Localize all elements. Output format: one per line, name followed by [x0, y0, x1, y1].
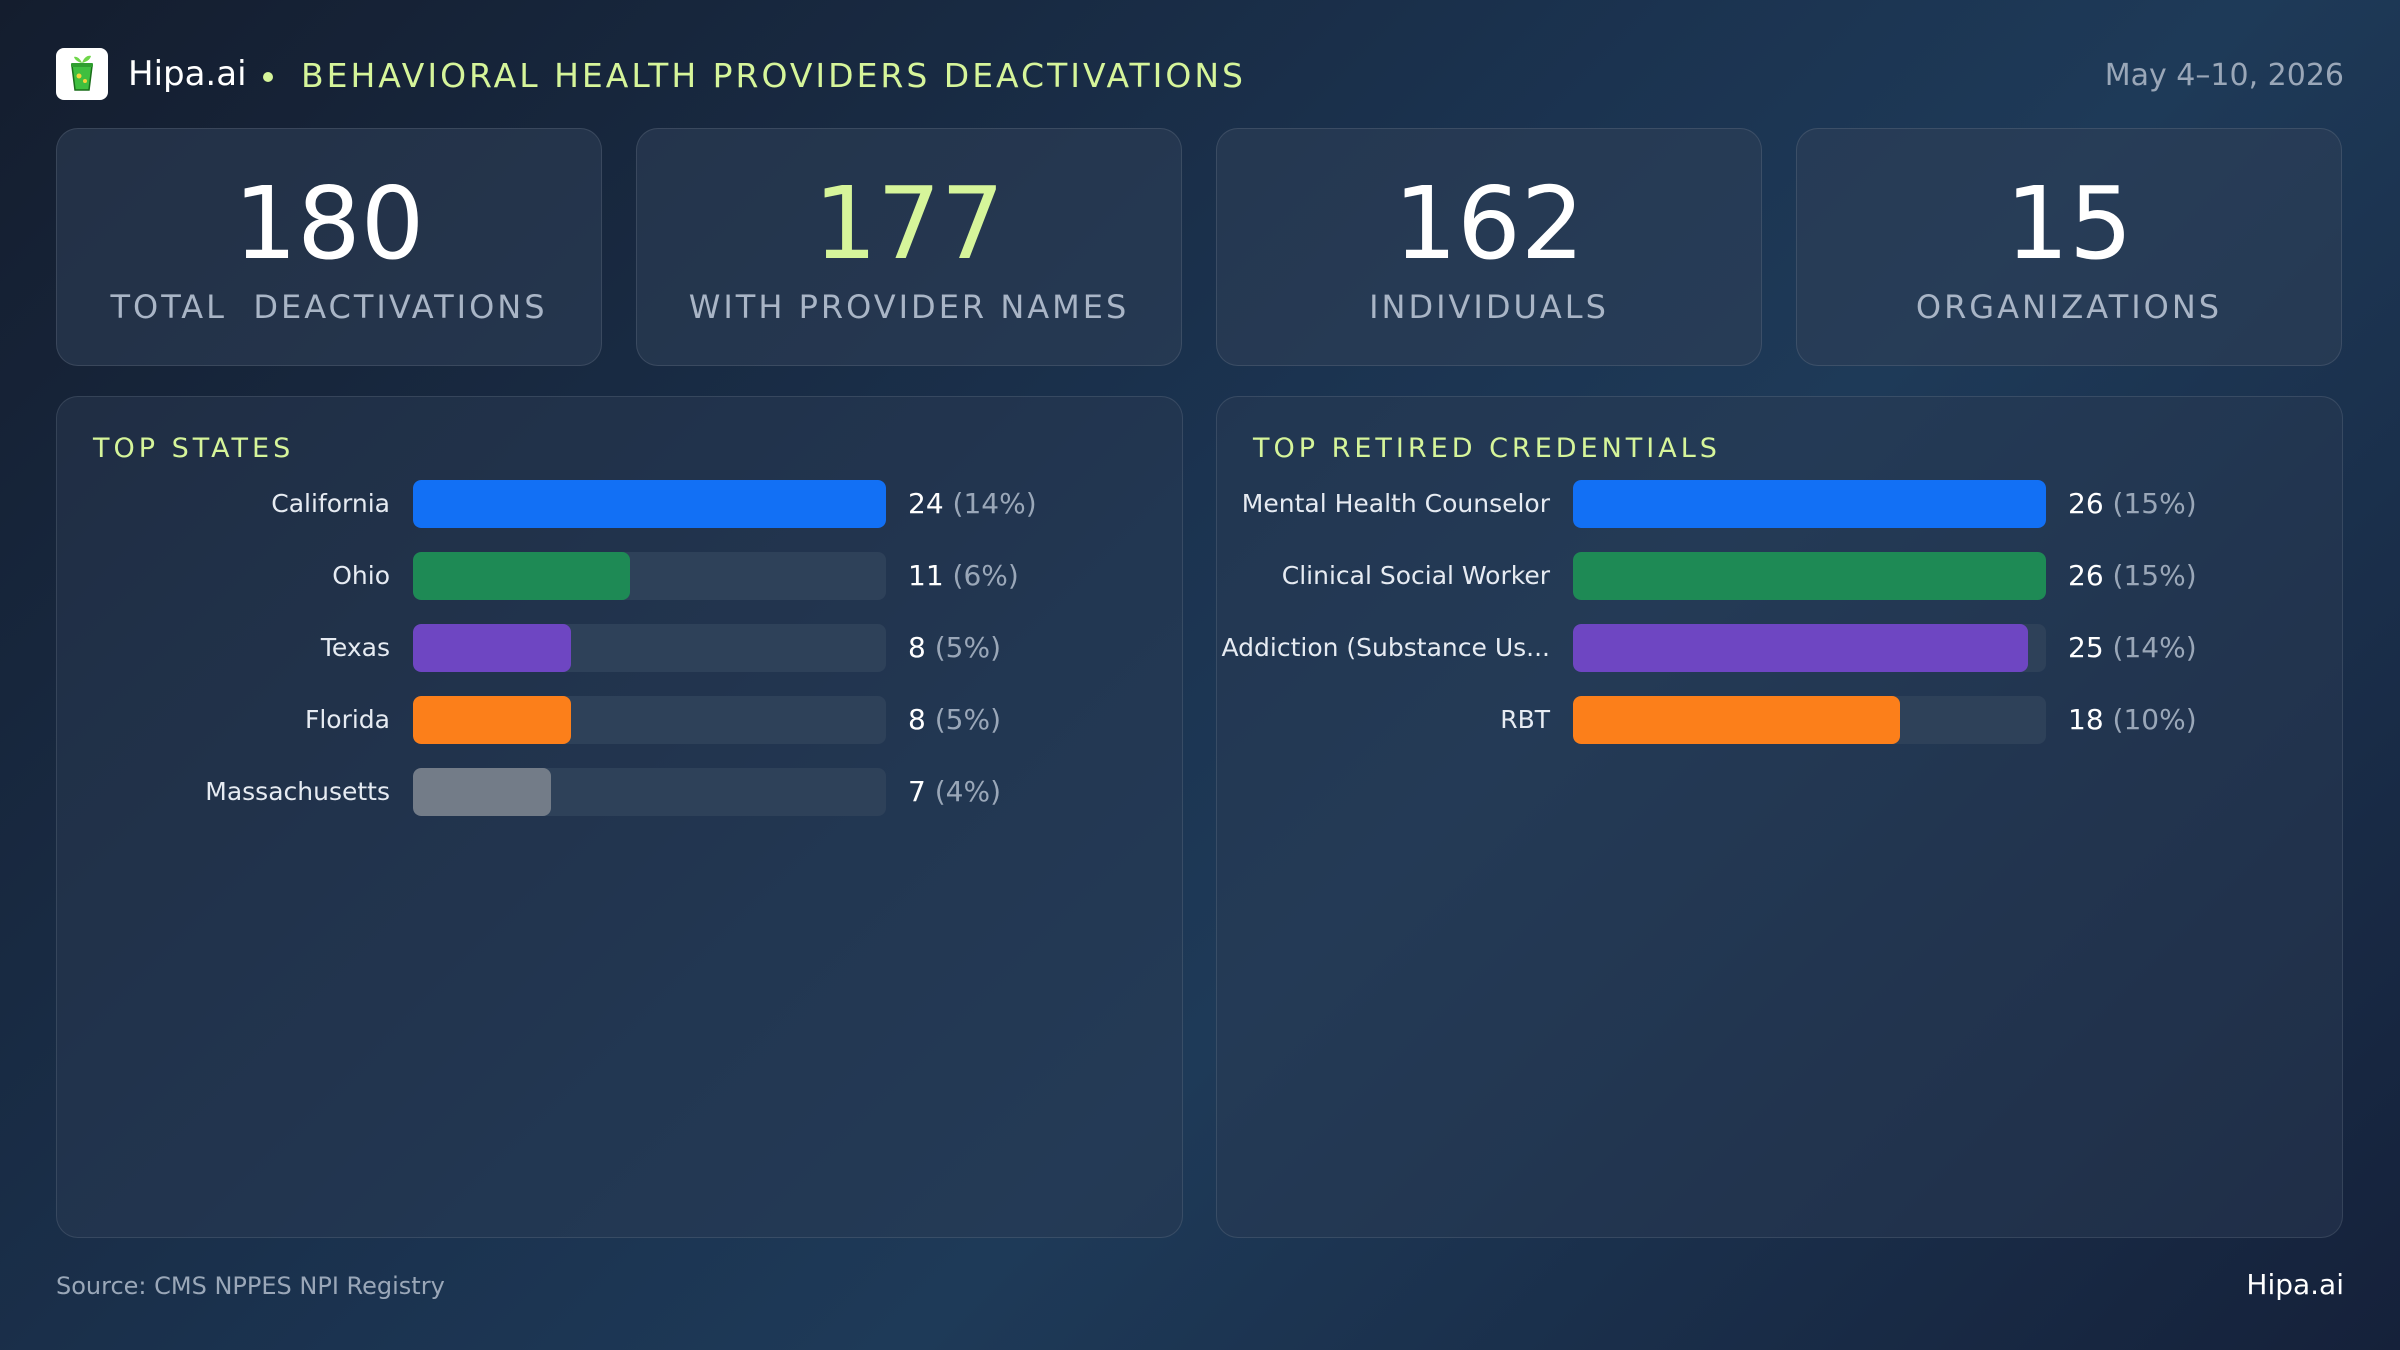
bar-category-label: California [271, 489, 390, 518]
bar-value-label: 24 (14%) [908, 480, 1037, 528]
top-states-panel: TOP STATES California 24 (14%) Ohio 11 (6%)… [56, 396, 1183, 1238]
bar-row: Addiction (Substance Us... 25 (14%) [1217, 624, 2342, 672]
bar [1573, 552, 2046, 600]
bar-percent: (14%) [952, 487, 1037, 520]
bar-value-label: 11 (6%) [908, 552, 1019, 600]
bar-count: 18 [2068, 703, 2104, 736]
bar [1573, 696, 1900, 744]
stat-label: WITH PROVIDER NAMES [688, 288, 1130, 326]
bar-row: RBT 18 (10%) [1217, 696, 2342, 744]
source-note: Source: CMS NPPES NPI Registry [56, 1272, 445, 1300]
bar-count: 11 [908, 559, 944, 592]
stat-value: 177 [813, 165, 1005, 282]
page-title: BEHAVIORAL HEALTH PROVIDERS DEACTIVATION… [301, 56, 1246, 95]
footer-brand: Hipa.ai [2246, 1268, 2344, 1301]
panel-title: TOP STATES [93, 433, 295, 464]
bar-category-label: Addiction (Substance Us... [1221, 633, 1551, 662]
bar-percent: (4%) [934, 775, 1002, 808]
date-range: May 4–10, 2026 [2104, 58, 2344, 93]
bar [413, 768, 551, 816]
bar [413, 696, 571, 744]
bar-category-label: Clinical Social Worker [1281, 561, 1550, 590]
bar-track [1573, 624, 2046, 672]
bar-count: 8 [908, 631, 926, 664]
bar-value-label: 8 (5%) [908, 696, 1001, 744]
bar-count: 24 [908, 487, 944, 520]
bar-track [413, 624, 886, 672]
bar-row: Mental Health Counselor 26 (15%) [1217, 480, 2342, 528]
bar [1573, 480, 2046, 528]
bar-row: Clinical Social Worker 26 (15%) [1217, 552, 2342, 600]
bar-category-label: Ohio [332, 561, 390, 590]
bar-row: Texas 8 (5%) [57, 624, 1182, 672]
bar-value-label: 25 (14%) [2068, 624, 2197, 672]
bar-count: 8 [908, 703, 926, 736]
bar [413, 480, 886, 528]
bar-track [413, 696, 886, 744]
bar-percent: (14%) [2112, 631, 2197, 664]
bar-row: California 24 (14%) [57, 480, 1182, 528]
stat-value: 15 [2005, 165, 2133, 282]
stat-card-organizations: 15 ORGANIZATIONS [1796, 128, 2342, 366]
stat-value: 162 [1393, 165, 1585, 282]
bar-category-label: Mental Health Counselor [1241, 489, 1550, 518]
cup-plant-icon [56, 48, 108, 100]
stat-card-total: 180 TOTAL DEACTIVATIONS [56, 128, 602, 366]
bar-category-label: RBT [1500, 705, 1550, 734]
bar-count: 26 [2068, 559, 2104, 592]
stat-label: ORGANIZATIONS [1915, 288, 2223, 326]
bar-track [1573, 480, 2046, 528]
separator-dot [263, 72, 273, 82]
stat-label: INDIVIDUALS [1369, 288, 1609, 326]
bar [413, 624, 571, 672]
bar [1573, 624, 2028, 672]
bar-category-label: Texas [320, 633, 390, 662]
stat-label: TOTAL DEACTIVATIONS [110, 288, 548, 326]
bar-row: Massachusetts 7 (4%) [57, 768, 1182, 816]
bar-value-label: 26 (15%) [2068, 552, 2197, 600]
bar-track [413, 768, 886, 816]
bar-value-label: 26 (15%) [2068, 480, 2197, 528]
top-credentials-panel: TOP RETIRED CREDENTIALS Mental Health Co… [1216, 396, 2343, 1238]
stat-value: 180 [233, 165, 425, 282]
bar-count: 25 [2068, 631, 2104, 664]
bar-percent: (15%) [2112, 487, 2197, 520]
bar-category-label: Florida [304, 705, 390, 734]
bar-value-label: 18 (10%) [2068, 696, 2197, 744]
stat-card-with-names: 177 WITH PROVIDER NAMES [636, 128, 1182, 366]
brand-name: Hipa.ai [128, 54, 247, 94]
bar-row: Florida 8 (5%) [57, 696, 1182, 744]
bar-percent: (6%) [952, 559, 1019, 592]
bar-track [1573, 696, 2046, 744]
bar-percent: (5%) [934, 703, 1002, 736]
bar-category-label: Massachusetts [205, 777, 390, 806]
header: Hipa.ai BEHAVIORAL HEALTH PROVIDERS DEAC… [56, 48, 2344, 102]
bar-value-label: 7 (4%) [908, 768, 1001, 816]
bar-count: 7 [908, 775, 926, 808]
bar [413, 552, 630, 600]
stat-card-individuals: 162 INDIVIDUALS [1216, 128, 1762, 366]
bar-count: 26 [2068, 487, 2104, 520]
bar-track [413, 552, 886, 600]
panel-title: TOP RETIRED CREDENTIALS [1253, 433, 1721, 464]
bar-percent: (10%) [2112, 703, 2197, 736]
bar-track [1573, 552, 2046, 600]
bar-track [413, 480, 886, 528]
bar-percent: (15%) [2112, 559, 2197, 592]
bar-row: Ohio 11 (6%) [57, 552, 1182, 600]
bar-value-label: 8 (5%) [908, 624, 1001, 672]
bar-percent: (5%) [934, 631, 1002, 664]
